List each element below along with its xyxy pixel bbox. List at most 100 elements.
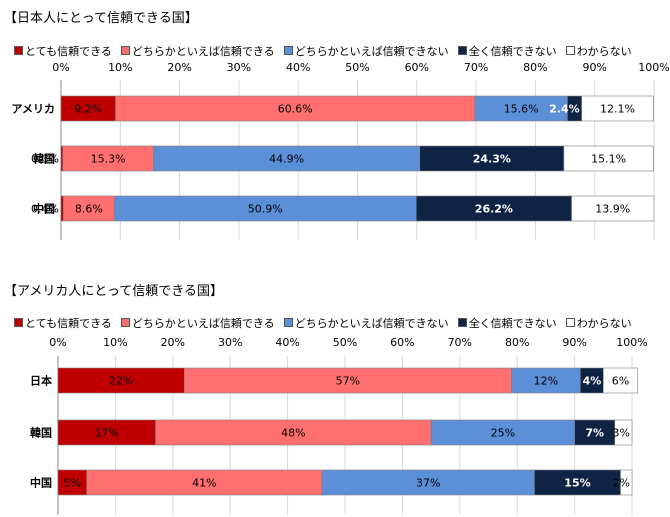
bar-segment <box>57 419 156 446</box>
legend-item: わからない <box>565 315 632 331</box>
bar-segment <box>57 469 88 496</box>
data-label: 2% <box>613 477 630 490</box>
data-label: 26.2% <box>475 203 513 216</box>
data-label: 48% <box>281 427 305 440</box>
legend-item: 全く信頼できない <box>457 43 557 59</box>
bar-segment <box>60 195 64 222</box>
bar-segment <box>430 419 575 446</box>
data-label: 6% <box>612 375 629 388</box>
legend-swatch <box>14 46 23 55</box>
data-label: 8.6% <box>75 203 103 216</box>
category-label: アメリカ <box>12 103 55 116</box>
data-label: 37% <box>416 477 440 490</box>
data-label: 41% <box>192 477 216 490</box>
legend-label: わからない <box>576 317 632 330</box>
legend-label: 全く信頼できない <box>468 45 557 58</box>
bar-segment <box>511 367 581 394</box>
x-tick-label: 100% <box>616 336 647 349</box>
legend-item: どちらかといえば信頼できる <box>120 43 275 59</box>
bar-segment <box>602 367 639 394</box>
x-tick-label: 50% <box>345 61 369 74</box>
legend-item: とても信頼できる <box>14 43 112 59</box>
x-tick-label: 0% <box>52 61 69 74</box>
legend-label: どちらかといえば信頼できない <box>294 45 449 58</box>
bar-segment <box>183 367 512 394</box>
bar-segment <box>114 195 417 222</box>
chart-plot: 0% 10% 20% 30% 40% 50% 60% 70% 80% 90% 100% アメリカ 9.2… <box>12 61 670 240</box>
legend-label: どちらかといえば信頼できる <box>131 317 275 330</box>
category-label: 中国 <box>30 476 52 490</box>
data-label: 17% <box>95 427 119 440</box>
bar-segment <box>60 95 116 122</box>
x-tick-label: 20% <box>161 336 185 349</box>
data-label: 12% <box>534 375 558 388</box>
legend-item: どちらかといえば信頼できる <box>120 315 275 331</box>
data-label: 12.1% <box>600 103 635 116</box>
legend-swatch <box>457 46 467 55</box>
bar-segment <box>620 469 633 496</box>
bar-segment <box>614 419 633 446</box>
x-tick-label: 80% <box>505 336 529 349</box>
legend-item: どちらかといえば信頼できない <box>283 43 449 59</box>
bar-segment <box>563 145 654 172</box>
category-label: 韓国 <box>30 426 52 440</box>
x-tick-label: 10% <box>108 61 132 74</box>
data-label: 25% <box>491 427 515 440</box>
bar-segment <box>474 95 568 122</box>
legend-swatch <box>120 318 130 327</box>
x-tick-label: 60% <box>405 61 429 74</box>
bar-segment <box>321 469 535 496</box>
x-tick-label: 30% <box>227 61 251 74</box>
chart-title: 【アメリカ人にとって信頼できる国】 <box>4 284 224 299</box>
x-tick-label: 30% <box>218 336 242 349</box>
bar-segment <box>153 145 421 172</box>
legend-label: 全く信頼できない <box>468 317 557 330</box>
legend-label: どちらかといえば信頼できる <box>131 45 275 58</box>
data-label: 2.4% <box>549 103 580 116</box>
legend-swatch <box>565 318 575 327</box>
legend-item: わからない <box>565 43 632 59</box>
legend-swatch <box>565 46 575 55</box>
data-label: 15.3% <box>91 153 126 166</box>
data-label: 15.1% <box>591 153 626 166</box>
bar-segment <box>574 419 616 446</box>
legend-item: 全く信頼できない <box>457 315 557 331</box>
bar-segment <box>571 195 655 222</box>
category-label: 中国 <box>33 202 55 216</box>
bar-segment <box>115 95 476 122</box>
legend-label: どちらかといえば信頼できない <box>294 317 449 330</box>
chart-legend: とても信頼できる どちらかといえば信頼できる どちらかといえば信頼できない 全く信頼で… <box>14 315 641 331</box>
data-label: 24.3% <box>473 153 511 166</box>
data-label: 3% <box>613 427 630 440</box>
x-tick-label: 20% <box>167 61 191 74</box>
data-label: 5% <box>64 477 81 490</box>
bar-segment <box>415 195 572 222</box>
legend-label: わからない <box>576 45 632 58</box>
legend-item: どちらかといえば信頼できない <box>283 315 449 331</box>
bar-segment <box>63 195 115 222</box>
data-label: 9.2% <box>74 103 102 116</box>
x-tick-label: 0% <box>49 336 66 349</box>
x-tick-label: 40% <box>275 336 299 349</box>
data-label: 0.3% <box>31 153 59 166</box>
data-label: 60.6% <box>278 103 313 116</box>
bar-segment <box>57 367 185 394</box>
x-tick-label: 50% <box>333 336 357 349</box>
legend-label: とても信頼できる <box>25 45 112 58</box>
category-label: 韓国 <box>33 152 55 166</box>
data-label: 44.9% <box>269 153 304 166</box>
data-label: 57% <box>336 375 360 388</box>
x-tick-label: 90% <box>582 61 606 74</box>
x-tick-label: 60% <box>390 336 414 349</box>
data-label: 4% <box>583 375 602 388</box>
x-tick-label: 10% <box>103 336 127 349</box>
bar-segment <box>581 95 654 122</box>
category-label: 日本 <box>30 374 52 388</box>
data-label: 7% <box>585 427 604 440</box>
data-label: 15.6% <box>504 103 539 116</box>
legend-swatch <box>120 46 130 55</box>
data-label: 15% <box>564 477 590 490</box>
chart-title: 【日本人にとって信頼できる国】 <box>4 11 198 26</box>
x-tick-label: 40% <box>286 61 310 74</box>
data-label: 50.9% <box>248 203 283 216</box>
